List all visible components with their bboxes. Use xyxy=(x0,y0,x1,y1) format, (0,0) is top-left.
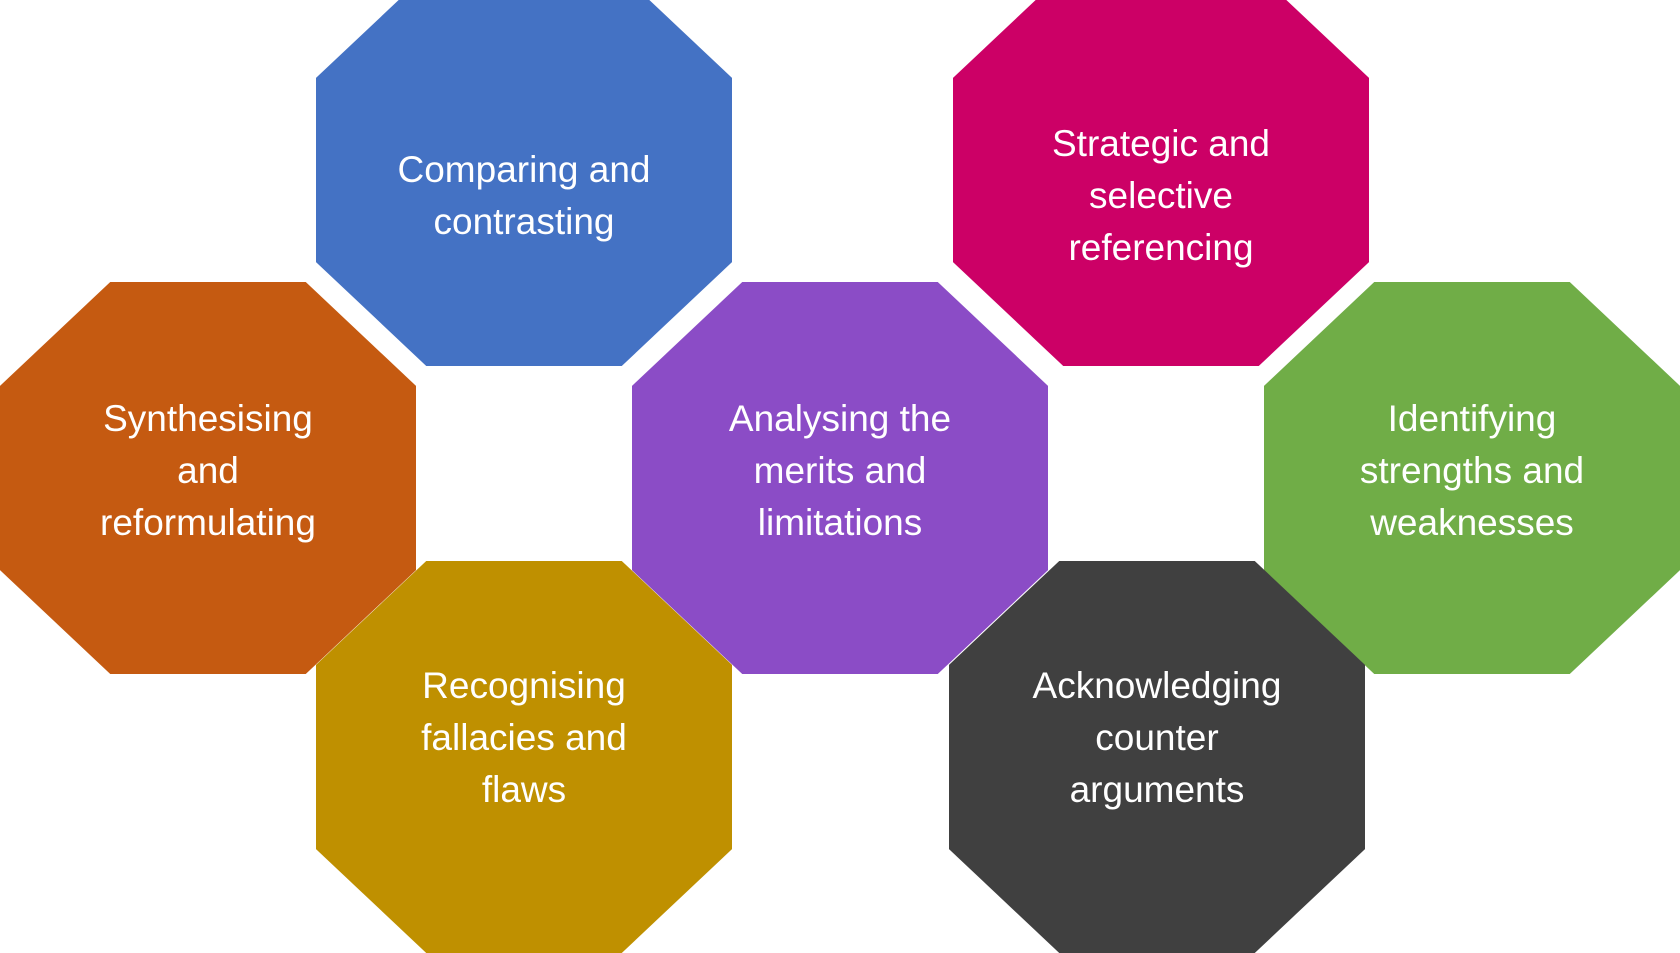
octagon-strategic-referencing: Strategic and selective referencing xyxy=(953,0,1369,366)
octagon-recognising-fallacies-and-flaws: Recognising fallacies and flaws xyxy=(316,561,732,953)
octagon-label: Synthesising and reformulating xyxy=(100,398,316,543)
octagon-acknowledging-counter-arguments: Acknowledging counter arguments xyxy=(949,561,1365,953)
octagon-label: Acknowledging counter arguments xyxy=(1032,665,1282,810)
octagon-comparing-and-contrasting: Comparing and contrasting xyxy=(316,0,732,366)
octagon-label: Comparing and contrasting xyxy=(397,149,651,242)
octagon-label: Identifying strengths and weaknesses xyxy=(1359,398,1585,543)
octagon-label: Recognising fallacies and flaws xyxy=(421,665,627,810)
octagon-label: Analysing the merits and limitations xyxy=(728,398,952,543)
octagon-label: Strategic and selective referencing xyxy=(1051,123,1271,268)
octagon-analysing-merits-and-limitations: Analysing the merits and limitations xyxy=(632,282,1048,674)
octagon-synthesising-and-reformulating: Synthesising and reformulating xyxy=(0,282,416,674)
octagon-identifying-strengths-and-weaknesses: Identifying strengths and weaknesses xyxy=(1264,282,1680,674)
